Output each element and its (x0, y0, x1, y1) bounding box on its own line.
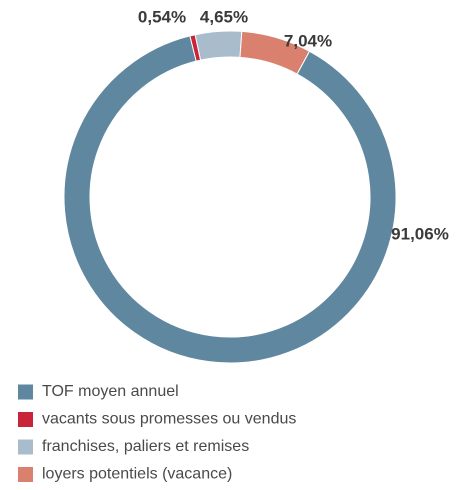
value-label: 7,04% (284, 31, 332, 50)
legend-label: franchises, paliers et remises (42, 438, 249, 455)
donut-slice (194, 30, 243, 61)
legend-swatch (18, 467, 33, 482)
legend-swatch (18, 439, 33, 455)
legend-label: TOF moyen annuel (42, 383, 179, 400)
legend-swatch (18, 412, 33, 427)
value-label: 91,06% (391, 224, 449, 243)
legend-label: vacants sous promesses ou vendus (42, 411, 296, 428)
legend-label: loyers potentiels (vacance) (42, 466, 232, 483)
donut-slice (63, 35, 397, 364)
value-label: 0,54% (138, 7, 186, 26)
value-label: 4,65% (200, 7, 248, 26)
legend-swatch (18, 384, 33, 400)
